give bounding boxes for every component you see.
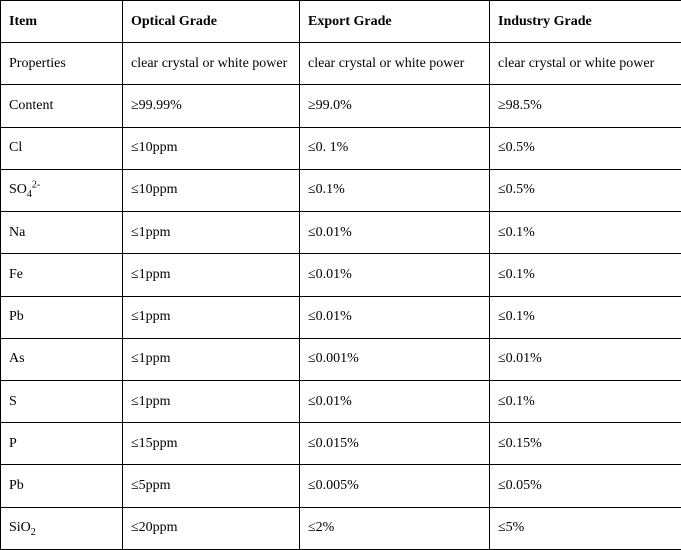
item-cell: Fe — [0, 253, 123, 297]
optical-grade-cell: ≤10ppm — [122, 126, 300, 170]
export-grade-cell: ≤0.005% — [299, 464, 490, 508]
industry-grade-cell: ≤0.01% — [489, 337, 681, 381]
export-grade-cell: ≤0.01% — [299, 253, 490, 297]
table-row-sio2: SiO2 ≤20ppm ≤2% ≤5% — [0, 506, 681, 550]
industry-grade-cell: ≥98.5% — [489, 84, 681, 128]
formula-base: SiO — [9, 520, 31, 536]
item-cell: As — [0, 337, 123, 381]
item-cell: P — [0, 422, 123, 466]
column-header-optical-grade: Optical Grade — [122, 0, 300, 44]
table-row-s: S ≤1ppm ≤0.01% ≤0.1% — [0, 379, 681, 424]
table-row-cl: Cl ≤10ppm ≤0. 1% ≤0.5% — [0, 126, 681, 170]
industry-grade-cell: ≤0.15% — [489, 422, 681, 466]
industry-grade-cell: ≤0.1% — [489, 253, 681, 297]
table-row-fe: Fe ≤1ppm ≤0.01% ≤0.1% — [0, 253, 681, 297]
export-grade-cell: ≤2% — [299, 506, 490, 550]
header-row: Item Optical Grade Export Grade Industry… — [0, 0, 681, 44]
optical-grade-cell: ≤1ppm — [122, 379, 300, 424]
export-grade-cell: ≤0.001% — [299, 337, 490, 381]
export-grade-cell: ≤0.015% — [299, 422, 490, 466]
formula-subscript: 2 — [30, 527, 36, 539]
table-row-pb-2: Pb ≤5ppm ≤0.005% ≤0.05% — [0, 464, 681, 508]
export-grade-cell: ≤0. 1% — [299, 126, 490, 170]
table-row-so4: SO42- ≤10ppm ≤0.1% ≤0.5% — [0, 168, 681, 213]
optical-grade-cell: clear crystal or white power — [122, 42, 300, 86]
industry-grade-cell: ≤0.05% — [489, 464, 681, 508]
optical-grade-cell: ≤15ppm — [122, 422, 300, 466]
table-row-na: Na ≤1ppm ≤0.01% ≤0.1% — [0, 211, 681, 255]
table-row-pb-1: Pb ≤1ppm ≤0.01% ≤0.1% — [0, 295, 681, 339]
column-header-industry-grade: Industry Grade — [489, 0, 681, 44]
optical-grade-cell: ≤1ppm — [122, 337, 300, 381]
industry-grade-cell: ≤0.1% — [489, 295, 681, 339]
item-cell: SiO2 — [0, 506, 123, 550]
industry-grade-cell: clear crystal or white power — [489, 42, 681, 86]
export-grade-cell: ≤0.01% — [299, 295, 490, 339]
industry-grade-cell: ≤0.1% — [489, 211, 681, 255]
column-header-item: Item — [0, 0, 123, 44]
export-grade-cell: ≤0.01% — [299, 379, 490, 424]
item-cell: S — [0, 379, 123, 424]
item-cell: SO42- — [0, 168, 123, 213]
item-cell: Pb — [0, 464, 123, 508]
export-grade-cell: clear crystal or white power — [299, 42, 490, 86]
export-grade-cell: ≥99.0% — [299, 84, 490, 128]
export-grade-cell: ≤0.1% — [299, 168, 490, 213]
optical-grade-cell: ≤20ppm — [122, 506, 300, 550]
optical-grade-cell: ≤10ppm — [122, 168, 300, 213]
formula-base: SO — [9, 182, 27, 198]
export-grade-cell: ≤0.01% — [299, 211, 490, 255]
item-cell: Cl — [0, 126, 123, 170]
industry-grade-cell: ≤0.5% — [489, 126, 681, 170]
item-cell: Na — [0, 211, 123, 255]
table-row-as: As ≤1ppm ≤0.001% ≤0.01% — [0, 337, 681, 381]
table-row-content: Content ≥99.99% ≥99.0% ≥98.5% — [0, 84, 681, 128]
optical-grade-cell: ≤1ppm — [122, 253, 300, 297]
optical-grade-cell: ≥99.99% — [122, 84, 300, 128]
item-cell: Properties — [0, 42, 123, 86]
optical-grade-cell: ≤1ppm — [122, 295, 300, 339]
industry-grade-cell: ≤0.1% — [489, 379, 681, 424]
industry-grade-cell: ≤0.5% — [489, 168, 681, 213]
table-row-p: P ≤15ppm ≤0.015% ≤0.15% — [0, 422, 681, 466]
formula-superscript: 2- — [31, 179, 41, 191]
item-cell: Pb — [0, 295, 123, 339]
industry-grade-cell: ≤5% — [489, 506, 681, 550]
table-row-properties: Properties clear crystal or white power … — [0, 42, 681, 86]
item-cell: Content — [0, 84, 123, 128]
column-header-export-grade: Export Grade — [299, 0, 490, 44]
formula-subscript: 4 — [26, 189, 32, 201]
optical-grade-cell: ≤1ppm — [122, 211, 300, 255]
optical-grade-cell: ≤5ppm — [122, 464, 300, 508]
